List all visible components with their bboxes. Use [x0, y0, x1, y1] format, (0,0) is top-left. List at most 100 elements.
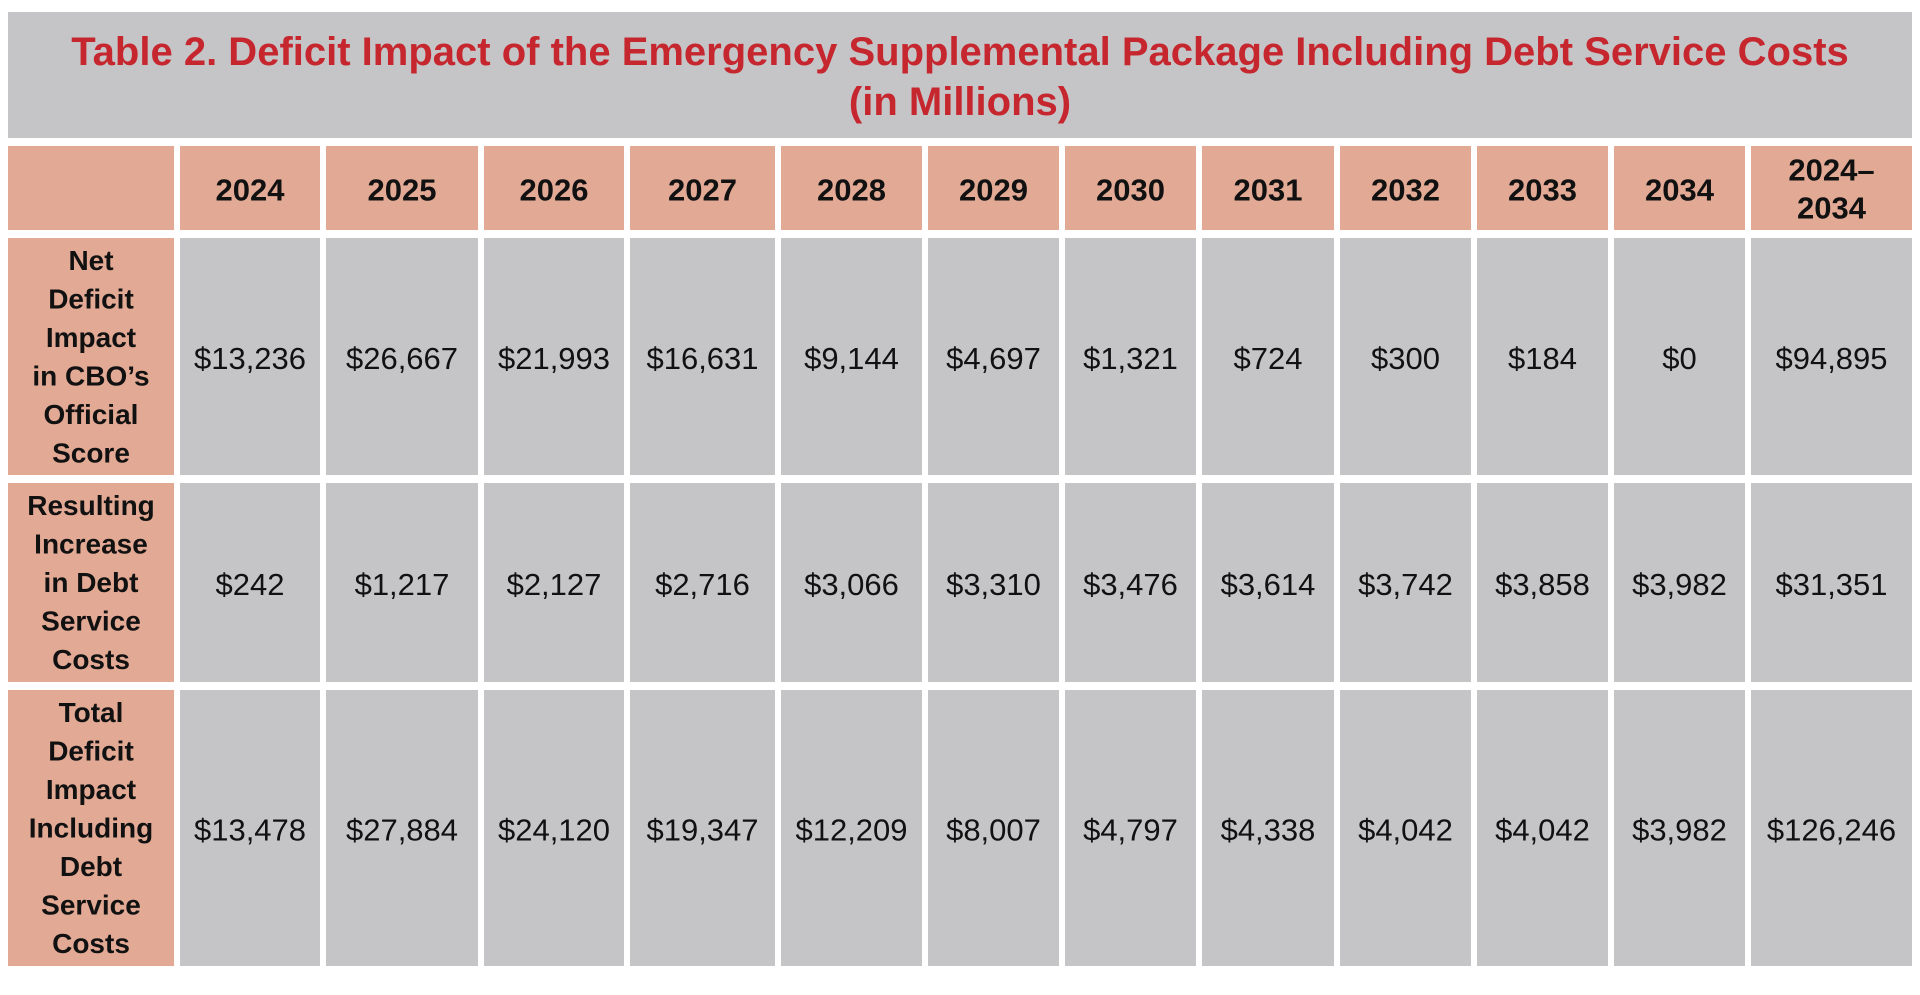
- table-cell: [484, 238, 624, 475]
- cell-value: $4,697: [946, 341, 1041, 376]
- table-cell: [1340, 483, 1471, 682]
- column-header-cell: [781, 146, 922, 230]
- table-cell: [1065, 483, 1196, 682]
- row-label-line: Net: [68, 245, 113, 276]
- row-label-line: Official: [44, 399, 139, 430]
- row-label-line: Debt: [60, 851, 122, 882]
- row-label-cell: [8, 690, 174, 966]
- cell-value: $126,246: [1767, 813, 1896, 848]
- cell-value: $3,476: [1083, 567, 1178, 602]
- cell-value: $4,797: [1083, 813, 1178, 848]
- column-header-label: 2034: [1645, 173, 1715, 208]
- column-header-cell: [1751, 146, 1912, 230]
- column-header-cell: [1202, 146, 1334, 230]
- row-label-line: Impact: [46, 322, 136, 353]
- cell-value: $94,895: [1775, 341, 1887, 376]
- table-cell: [1340, 238, 1471, 475]
- cell-value: $3,066: [804, 567, 899, 602]
- column-header-label: 2033: [1508, 173, 1577, 208]
- cell-value: $9,144: [804, 341, 899, 376]
- cell-value: $2,716: [655, 567, 750, 602]
- cell-value: $3,742: [1358, 567, 1453, 602]
- cell-value: $13,236: [194, 341, 306, 376]
- table-cell: [1614, 238, 1745, 475]
- cell-value: $0: [1662, 341, 1696, 376]
- row-label-line: Impact: [46, 774, 136, 805]
- cell-value: $31,351: [1775, 567, 1887, 602]
- row-label-line: Deficit: [48, 283, 134, 314]
- table-cell: [630, 483, 775, 682]
- column-header-cell: [630, 146, 775, 230]
- table-cell: [1065, 238, 1196, 475]
- row-label-cell: [8, 483, 174, 682]
- table-cell: [928, 483, 1059, 682]
- cell-value: $8,007: [946, 813, 1041, 848]
- row-label-line: Including: [29, 813, 153, 844]
- table-cell: [630, 690, 775, 966]
- cell-value: $300: [1371, 341, 1440, 376]
- table-cell: [1202, 483, 1334, 682]
- table-cell: [1202, 238, 1334, 475]
- table-cell: [1340, 690, 1471, 966]
- column-header-label: 2032: [1371, 173, 1440, 208]
- table-cell: [1477, 690, 1608, 966]
- title-banner: [8, 12, 1912, 138]
- row-label-line: Costs: [52, 644, 130, 675]
- table-cell: [1751, 483, 1912, 682]
- cell-value: $27,884: [346, 813, 458, 848]
- table-cell: [781, 483, 922, 682]
- cell-value: $1,217: [355, 567, 450, 602]
- cell-value: $19,347: [646, 813, 758, 848]
- column-header-label: 2028: [817, 173, 886, 208]
- table-cell: [1202, 690, 1334, 966]
- column-header-cell: [928, 146, 1059, 230]
- cell-value: $1,321: [1083, 341, 1178, 376]
- table-cell: [1065, 690, 1196, 966]
- table-cell: [1751, 690, 1912, 966]
- column-header-label-line-1: 2024–: [1788, 153, 1874, 188]
- cell-value: $21,993: [498, 341, 610, 376]
- column-header-cell: [1477, 146, 1608, 230]
- column-header-cell: [1340, 146, 1471, 230]
- cell-value: $2,127: [507, 567, 602, 602]
- row-label-line: Service: [41, 606, 141, 637]
- cell-value: $24,120: [498, 813, 610, 848]
- row-label-line: in CBO’s: [32, 360, 149, 391]
- column-header-label: 2025: [368, 173, 437, 208]
- column-header-cell: [326, 146, 478, 230]
- table-title-line-2: (in Millions): [849, 80, 1071, 124]
- column-header-cell: [1614, 146, 1745, 230]
- row-label-line: Total: [59, 697, 124, 728]
- cell-value: $4,338: [1221, 813, 1316, 848]
- row-label-line: Resulting: [27, 490, 155, 521]
- table-cell: [630, 238, 775, 475]
- row-label-line: Service: [41, 890, 141, 921]
- cell-value: $242: [216, 567, 285, 602]
- column-header-cell: [484, 146, 624, 230]
- row-label-line: Increase: [34, 529, 148, 560]
- table-cell: [781, 238, 922, 475]
- row-label-line: Score: [52, 437, 130, 468]
- column-header-label-line-2: 2034: [1797, 191, 1867, 226]
- column-header-label: 2027: [668, 173, 737, 208]
- column-header-label: 2029: [959, 173, 1028, 208]
- column-header-cell: [180, 146, 320, 230]
- table-title-line-1: Table 2. Deficit Impact of the Emergency…: [71, 30, 1849, 74]
- row-label-cell: [8, 238, 174, 475]
- cell-value: $3,310: [946, 567, 1041, 602]
- cell-value: $3,982: [1632, 813, 1727, 848]
- header-corner-cell: [8, 146, 174, 230]
- table-cell: [326, 238, 478, 475]
- column-header-cell: [1065, 146, 1196, 230]
- table-cell: [781, 690, 922, 966]
- table-cell: [1477, 483, 1608, 682]
- table-cell: [180, 690, 320, 966]
- row-label-line: in Debt: [44, 567, 139, 598]
- table-cell: [326, 483, 478, 682]
- cell-value: $184: [1508, 341, 1577, 376]
- column-header-label: 2031: [1234, 173, 1303, 208]
- table-cell: [1614, 483, 1745, 682]
- cell-value: $13,478: [194, 813, 306, 848]
- cell-value: $3,858: [1495, 567, 1590, 602]
